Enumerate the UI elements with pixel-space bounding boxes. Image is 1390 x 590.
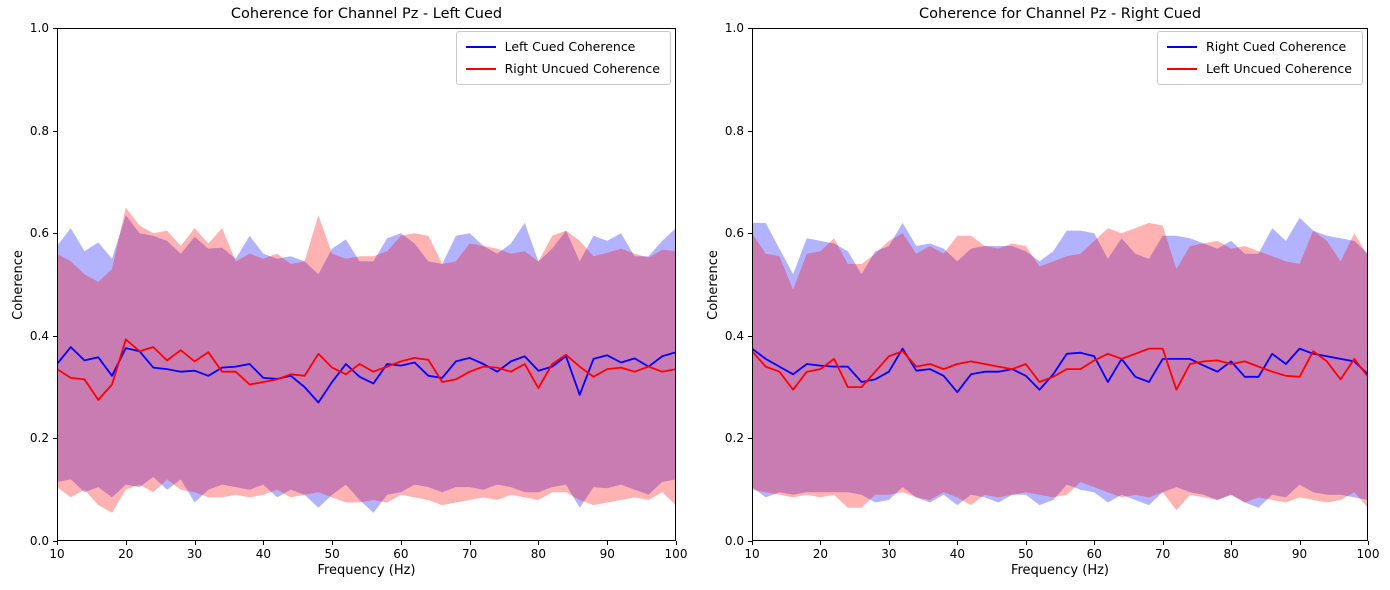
x-tick-mark (1025, 541, 1027, 545)
legend-item: Left Uncued Coherence (1167, 61, 1352, 76)
legend-item: Right Uncued Coherence (465, 61, 660, 76)
x-tick-label: 60 (393, 547, 409, 561)
plot-title: Coherence for Channel Pz - Left Cued (230, 6, 503, 22)
y-tick-mark (748, 233, 752, 235)
x-tick-label: 80 (530, 547, 547, 561)
figure-right-cued: Coherence for Channel Pz - Right Cued Co… (695, 0, 1390, 590)
plot-svg-0 (57, 28, 676, 541)
y-tick-mark (748, 130, 752, 132)
x-tick-mark (1231, 541, 1233, 545)
x-tick-mark (676, 541, 677, 545)
legend-item-label: Left Cued Coherence (504, 39, 636, 54)
y-tick-label: 0.4 (724, 328, 744, 343)
legend: Right Cued Coherence Left Uncued Coheren… (1157, 31, 1363, 85)
x-tick-label: 20 (812, 547, 829, 561)
y-tick-label: 1.0 (29, 21, 49, 35)
y-tick-label: 0.8 (724, 123, 744, 138)
x-tick-label: 40 (255, 547, 271, 561)
y-tick-label: 0.2 (29, 431, 49, 446)
x-tick-label: 70 (1155, 547, 1171, 561)
plot-title: Coherence for Channel Pz - Right Cued (918, 6, 1202, 22)
x-tick-mark (1299, 541, 1301, 545)
y-tick-label: 0.6 (29, 226, 49, 241)
axes-frame (57, 28, 676, 541)
x-tick-label: 90 (1291, 547, 1308, 561)
x-tick-mark (888, 541, 890, 545)
legend-item: Right Cued Coherence (1167, 39, 1352, 54)
y-axis-label: Coherence (11, 250, 26, 320)
x-tick-label: 100 (664, 547, 688, 561)
y-tick-mark (748, 335, 752, 337)
x-tick-label: 70 (462, 547, 478, 561)
x-tick-mark (1368, 541, 1369, 545)
y-tick-mark (53, 335, 57, 337)
x-tick-label: 100 (1356, 547, 1380, 561)
y-tick-mark (748, 28, 752, 29)
x-tick-mark (538, 541, 540, 545)
x-tick-label: 30 (881, 547, 897, 561)
plot-area: Left Cued Coherence Right Uncued Coheren… (57, 28, 676, 541)
x-tick-label: 50 (324, 547, 340, 561)
left-cued-coherence-line (57, 346, 676, 404)
x-tick-mark (1162, 541, 1164, 545)
y-tick-mark (53, 130, 57, 132)
y-tick-label: 0.0 (29, 534, 49, 548)
x-tick-mark (469, 541, 471, 545)
legend-line-swatch (465, 67, 496, 70)
y-tick-mark (53, 438, 57, 440)
y-tick-label: 1.0 (724, 21, 744, 35)
legend-line-swatch (465, 45, 496, 48)
x-tick-label: 90 (599, 547, 615, 561)
x-tick-label: 80 (1223, 547, 1239, 561)
left-cued-coherence-band (57, 215, 676, 513)
x-tick-mark (125, 541, 127, 545)
y-tick-label: 0.6 (724, 226, 744, 241)
x-tick-label: 60 (1086, 547, 1102, 561)
x-tick-mark (752, 541, 753, 545)
y-tick-mark (748, 438, 752, 440)
x-tick-mark (607, 541, 609, 545)
x-tick-label: 10 (744, 547, 760, 561)
legend-line-swatch (1167, 67, 1198, 70)
x-axis-label: Frequency (Hz) (1010, 563, 1110, 578)
legend-item: Left Cued Coherence (465, 39, 660, 54)
y-axis-label: Coherence (706, 250, 721, 320)
y-tick-label: 0.2 (724, 431, 744, 446)
plot-area: Right Cued Coherence Left Uncued Coheren… (752, 28, 1368, 541)
y-tick-label: 0.0 (724, 534, 744, 548)
plot-svg-1 (752, 28, 1368, 541)
legend: Left Cued Coherence Right Uncued Coheren… (455, 31, 671, 85)
legend-item-label: Right Uncued Coherence (504, 61, 660, 76)
x-axis-label: Frequency (Hz) (317, 563, 416, 578)
x-tick-mark (400, 541, 402, 545)
legend-item-label: Left Uncued Coherence (1206, 61, 1352, 76)
left-uncued-coherence-line (752, 347, 1368, 391)
x-tick-mark (57, 541, 58, 545)
x-tick-label: 30 (186, 547, 203, 561)
x-tick-label: 20 (118, 547, 134, 561)
right-uncued-coherence-band (57, 207, 676, 513)
y-tick-label: 0.8 (29, 123, 49, 138)
y-tick-mark (53, 28, 57, 29)
x-tick-label: 40 (949, 547, 965, 561)
right-uncued-coherence-line (57, 338, 676, 401)
y-tick-mark (53, 541, 57, 542)
y-tick-label: 0.4 (29, 328, 49, 343)
axes-frame (752, 28, 1368, 541)
x-tick-mark (820, 541, 822, 545)
x-tick-label: 10 (49, 547, 65, 561)
right-cued-coherence-line (752, 347, 1368, 394)
x-tick-mark (1094, 541, 1096, 545)
legend-line-swatch (1167, 45, 1198, 48)
y-tick-mark (53, 233, 57, 235)
y-tick-mark (748, 541, 752, 542)
x-tick-mark (332, 541, 334, 545)
x-tick-mark (957, 541, 959, 545)
x-tick-mark (263, 541, 265, 545)
x-tick-mark (194, 541, 196, 545)
x-tick-label: 50 (1018, 547, 1034, 561)
legend-item-label: Right Cued Coherence (1206, 39, 1347, 54)
left-uncued-coherence-band (752, 222, 1368, 511)
figure-left-cued: Coherence for Channel Pz - Left Cued Coh… (11, 6, 688, 578)
